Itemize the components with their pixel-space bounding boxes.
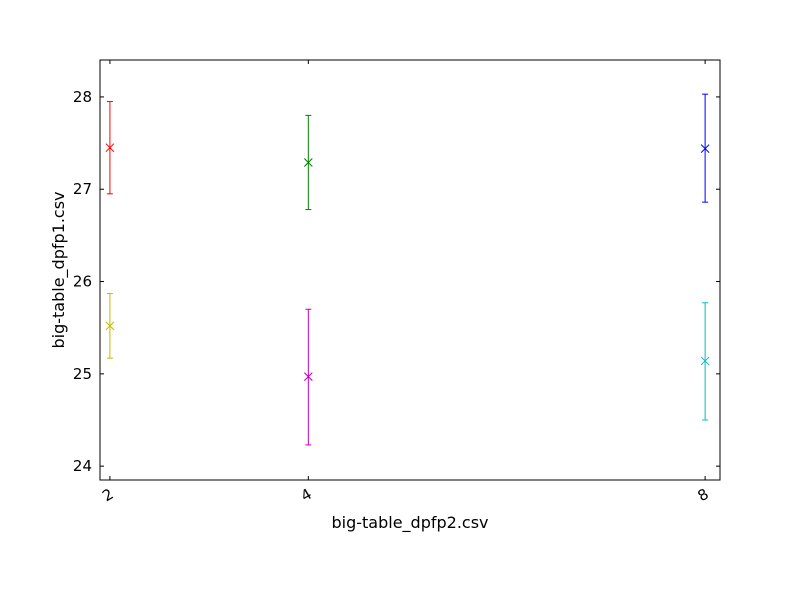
x-tick-label: 4 bbox=[298, 485, 315, 505]
y-tick-label: 25 bbox=[73, 365, 92, 383]
errorbar-point bbox=[105, 293, 115, 359]
x-marker-stroke bbox=[700, 356, 710, 366]
x-tick-label: 8 bbox=[694, 485, 711, 505]
x-marker-stroke bbox=[105, 143, 115, 153]
errorbar-point bbox=[303, 114, 313, 211]
y-tick-label: 27 bbox=[73, 180, 92, 198]
errorbar-point bbox=[303, 308, 313, 446]
errorbar-point bbox=[700, 93, 710, 203]
x-marker-stroke bbox=[303, 372, 313, 381]
y-tick-label: 24 bbox=[73, 457, 92, 475]
y-axis: 24 25 26 27 28 bbox=[73, 88, 720, 475]
y-tick-label: 26 bbox=[73, 273, 92, 291]
x-axis-label: big-table_dpfp2.csv bbox=[331, 513, 488, 533]
errorbar-point bbox=[700, 302, 710, 421]
x-axis: 2 4 8 bbox=[99, 60, 712, 505]
y-axis-label: big-table_dpfp1.csv bbox=[49, 191, 69, 348]
x-marker-stroke bbox=[105, 321, 115, 331]
x-marker-stroke bbox=[700, 144, 710, 153]
plot-area-frame bbox=[99, 59, 721, 481]
y-tick-label: 28 bbox=[73, 88, 92, 106]
x-marker-stroke bbox=[303, 158, 313, 167]
x-tick-label: 2 bbox=[99, 485, 116, 505]
chart-marks bbox=[105, 93, 710, 446]
errorbar-point bbox=[105, 101, 115, 195]
